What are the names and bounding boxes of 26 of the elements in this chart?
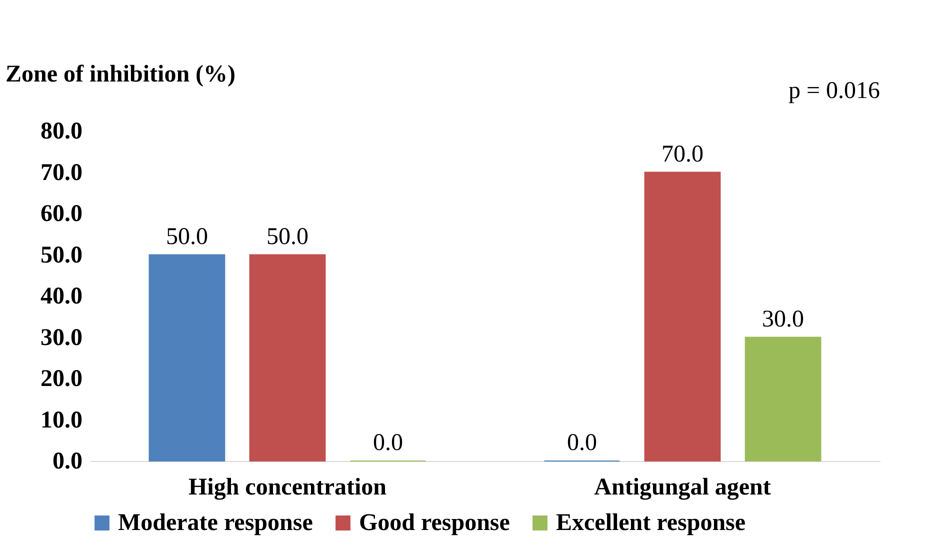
- y-tick-label: 70.0: [40, 160, 82, 186]
- y-tick-label: 30.0: [40, 324, 82, 351]
- data-label: 30.0: [762, 306, 804, 332]
- y-tick-label: 80.0: [40, 118, 82, 144]
- legend-label: Moderate response: [118, 510, 314, 536]
- data-label: 50.0: [166, 224, 208, 250]
- data-label: 70.0: [662, 141, 704, 168]
- bar: [249, 254, 326, 462]
- y-tick-label: 60.0: [40, 201, 82, 227]
- legend-label: Excellent response: [556, 510, 746, 536]
- data-label: 0.0: [566, 430, 597, 456]
- y-tick-label: 0.0: [52, 448, 82, 474]
- bar: [744, 336, 822, 462]
- y-axis-title: Zone of inhibition (%): [6, 62, 236, 88]
- bar: [148, 254, 226, 462]
- bar: [644, 172, 721, 462]
- x-tick-label: Antigungal agent: [594, 474, 771, 500]
- y-tick-label: 40.0: [40, 284, 82, 310]
- data-label: 0.0: [373, 430, 404, 456]
- y-tick-label: 50.0: [40, 242, 82, 268]
- text: p = 0.016: [788, 78, 880, 104]
- legend-label: Good response: [359, 510, 510, 536]
- data-label: 50.0: [266, 224, 308, 250]
- y-tick-label: 10.0: [40, 407, 82, 434]
- x-tick-label: High concentration: [188, 474, 386, 500]
- y-tick-label: 20.0: [40, 366, 82, 392]
